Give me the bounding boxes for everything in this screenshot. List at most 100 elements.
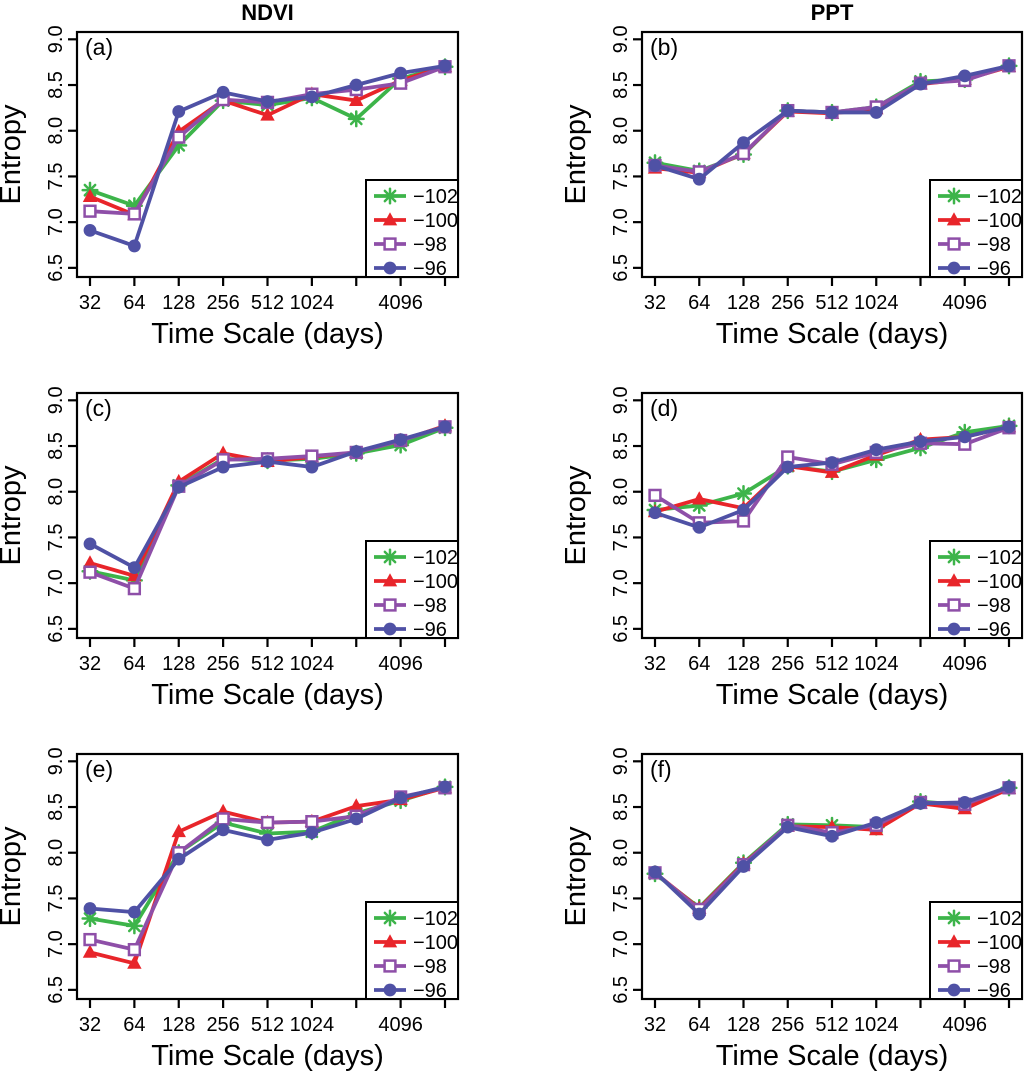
x-tick-label: 64 bbox=[688, 1014, 710, 1036]
x-tick-label: 64 bbox=[123, 292, 145, 314]
square-open-marker-icon bbox=[83, 204, 97, 218]
legend-label: −98 bbox=[977, 956, 1011, 978]
triangle-marker-icon bbox=[127, 955, 142, 969]
circle-marker-icon bbox=[394, 433, 408, 447]
chart-panel-c: 32 64 128 256 512 1024 4096 6.5 7.0 7.5 8.0 8.5 9.0 T… bbox=[0, 386, 460, 711]
panel-letter: (d) bbox=[650, 395, 678, 421]
circle-marker-icon bbox=[914, 77, 927, 91]
triangle-marker-icon bbox=[82, 555, 98, 569]
circle-marker-icon bbox=[216, 823, 230, 837]
asterisk-marker-icon bbox=[734, 485, 753, 503]
legend-label: −102 bbox=[413, 908, 458, 930]
series-line bbox=[653, 786, 1011, 911]
x-tick-label: 512 bbox=[251, 1014, 284, 1036]
square-open-marker-icon bbox=[383, 959, 397, 973]
square-open-marker-icon bbox=[260, 815, 275, 830]
y-tick-label: 6.5 bbox=[45, 254, 67, 282]
circle-marker-icon bbox=[825, 829, 839, 843]
circle-marker-icon bbox=[869, 816, 883, 829]
legend-label: −100 bbox=[413, 210, 458, 232]
x-tick-label: 64 bbox=[688, 653, 710, 675]
circle-marker-icon bbox=[305, 460, 319, 474]
circle-marker-icon bbox=[83, 902, 97, 915]
circle-marker-icon bbox=[869, 443, 883, 457]
chart-panel-b: PPT 32 64 128 256 512 1024 4096 6.5 7.0 7.5 8.0 8.5 9… bbox=[560, 0, 1024, 350]
x-tick-label: 1024 bbox=[290, 1014, 335, 1036]
y-tick-label: 7.5 bbox=[45, 885, 67, 913]
triangle-marker-icon bbox=[946, 573, 962, 587]
triangle-marker-icon bbox=[82, 188, 98, 202]
circle-marker-icon bbox=[349, 78, 363, 92]
legend-label: −100 bbox=[413, 932, 458, 954]
figure-cell-a: NDVI 32 64 128 256 512 1024 4096 6.5 7.0 7.5 8.0 8.5… bbox=[0, 0, 512, 361]
circle-marker-icon bbox=[349, 812, 363, 826]
x-tick-label: 4096 bbox=[378, 292, 423, 314]
y-tick-label: 7.0 bbox=[45, 208, 67, 236]
column-title: PPT bbox=[811, 0, 854, 25]
y-tick-label: 8.5 bbox=[610, 71, 632, 99]
x-tick-label: 32 bbox=[644, 653, 666, 675]
circle-marker-icon bbox=[83, 537, 97, 551]
triangle-marker-icon bbox=[946, 934, 962, 948]
circle-marker-icon bbox=[737, 503, 750, 517]
x-tick-label: 32 bbox=[644, 292, 666, 314]
circle-marker-icon bbox=[1002, 780, 1016, 794]
circle-marker-icon bbox=[261, 833, 274, 847]
circle-marker-icon bbox=[947, 622, 961, 636]
legend-label: −102 bbox=[977, 186, 1022, 208]
x-tick-label: 4096 bbox=[378, 1014, 423, 1036]
circle-marker-icon bbox=[83, 223, 97, 237]
x-tick-label: 128 bbox=[727, 292, 760, 314]
x-tick-label: 256 bbox=[206, 292, 239, 314]
legend-label: −100 bbox=[413, 571, 458, 593]
panel-letter: (b) bbox=[650, 34, 678, 60]
circle-marker-icon bbox=[958, 69, 972, 83]
legend-label: −98 bbox=[977, 595, 1011, 617]
legend-label: −98 bbox=[413, 234, 447, 256]
circle-marker-icon bbox=[438, 420, 452, 434]
triangle-marker-icon bbox=[349, 798, 364, 812]
triangle-marker-icon bbox=[349, 92, 364, 106]
chart-panel-e: 32 64 128 256 512 1024 4096 6.5 7.0 7.5 8.0 8.5 9.0 T… bbox=[0, 747, 460, 1072]
x-axis-label: Time Scale (days) bbox=[151, 318, 384, 350]
legend-label: −102 bbox=[977, 547, 1022, 569]
panel-letter: (e) bbox=[85, 756, 113, 782]
y-axis-label: Entropy bbox=[560, 104, 592, 204]
circle-marker-icon bbox=[1002, 420, 1016, 434]
x-tick-label: 256 bbox=[206, 653, 239, 675]
series-minus96 bbox=[83, 780, 452, 919]
chart-panel-a: NDVI 32 64 128 256 512 1024 4096 6.5 7.0 7.5 8.0 8.5… bbox=[0, 0, 460, 350]
square-open-marker-icon bbox=[947, 598, 961, 612]
y-axis-label: Entropy bbox=[560, 826, 592, 926]
x-tick-label: 256 bbox=[771, 1014, 804, 1036]
circle-marker-icon bbox=[349, 445, 363, 458]
chart-panel-f: 32 64 128 256 512 1024 4096 6.5 7.0 7.5 8.0 8.5 9.0 T… bbox=[560, 747, 1024, 1072]
y-tick-label: 6.5 bbox=[610, 254, 632, 282]
y-tick-label: 6.5 bbox=[45, 615, 67, 643]
x-tick-label: 512 bbox=[815, 292, 848, 314]
x-tick-label: 32 bbox=[79, 292, 101, 314]
legend-label: −96 bbox=[413, 258, 447, 280]
x-tick-label: 64 bbox=[123, 653, 145, 675]
circle-marker-icon bbox=[781, 820, 795, 834]
legend-label: −96 bbox=[413, 980, 447, 1002]
asterisk-marker-icon bbox=[381, 909, 399, 927]
circle-marker-icon bbox=[127, 561, 141, 575]
circle-marker-icon bbox=[383, 622, 397, 636]
asterisk-marker-icon bbox=[945, 909, 963, 927]
series-minus96 bbox=[648, 780, 1016, 921]
circle-marker-icon bbox=[305, 826, 319, 840]
circle-marker-icon bbox=[648, 506, 662, 520]
x-tick-label: 4096 bbox=[943, 292, 988, 314]
square-open-marker-icon bbox=[127, 942, 142, 957]
circle-marker-icon bbox=[737, 860, 750, 873]
y-tick-label: 7.5 bbox=[610, 524, 632, 552]
legend-label: −102 bbox=[413, 547, 458, 569]
square-open-marker-icon bbox=[736, 146, 751, 161]
y-tick-label: 7.5 bbox=[45, 163, 67, 191]
triangle-marker-icon bbox=[824, 464, 840, 478]
y-tick-label: 8.5 bbox=[610, 432, 632, 460]
x-tick-label: 512 bbox=[815, 653, 848, 675]
y-tick-label: 6.5 bbox=[610, 615, 632, 643]
